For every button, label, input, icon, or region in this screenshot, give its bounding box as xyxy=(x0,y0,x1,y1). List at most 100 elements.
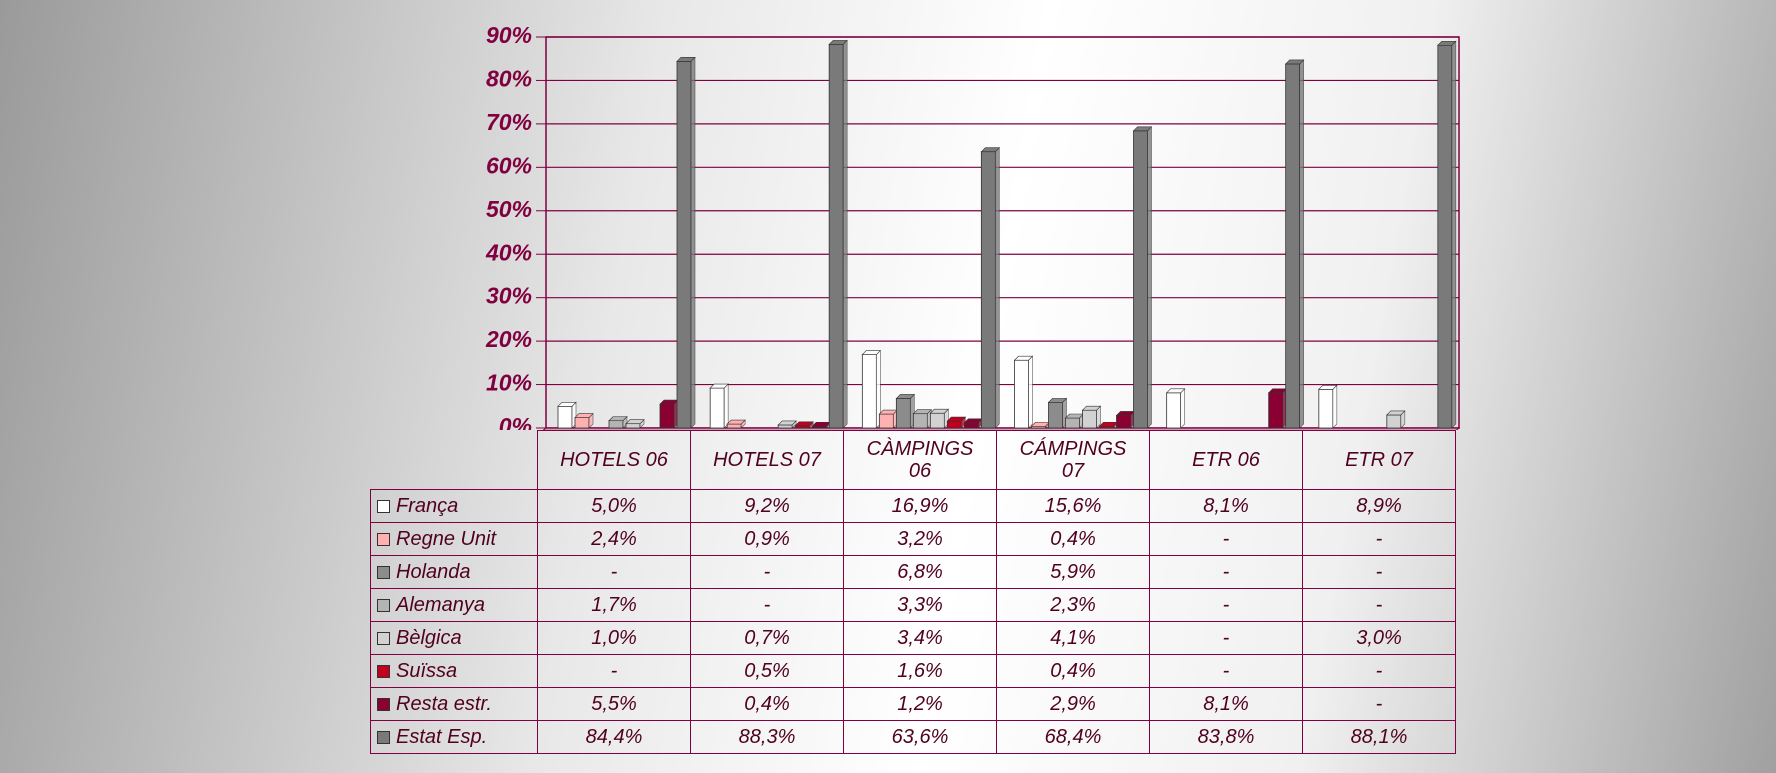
bar-top xyxy=(1437,40,1457,46)
value-cell: 9,2% xyxy=(690,489,844,523)
bar xyxy=(777,424,793,429)
corner xyxy=(371,431,538,490)
value-cell: 2,9% xyxy=(996,687,1150,721)
y-tick-label: 10% xyxy=(486,370,532,396)
legend-cell: Holanda xyxy=(370,555,538,589)
bar-side xyxy=(1451,40,1457,429)
category-label: CÀMPINGS 06 xyxy=(866,437,974,482)
legend-label: Regne Unit xyxy=(396,527,497,550)
value-cell: 5,0% xyxy=(537,489,691,523)
value-cell: - xyxy=(1302,654,1456,688)
legend-swatch xyxy=(377,499,390,513)
value-cell: 1,6% xyxy=(843,654,997,688)
bar xyxy=(980,151,996,429)
bar-top xyxy=(929,408,950,414)
legend-label: Suïssa xyxy=(396,659,458,682)
bar-side xyxy=(690,56,696,429)
bar-side xyxy=(842,39,848,429)
value-cell: 1,0% xyxy=(537,621,691,655)
bar xyxy=(625,423,641,429)
bar xyxy=(1048,401,1063,429)
category-cell: CÁMPINGS 07 xyxy=(996,430,1150,490)
value-cell: 3,3% xyxy=(843,588,997,622)
bar xyxy=(946,420,962,429)
legend-cell: França xyxy=(370,489,538,523)
y-tick-label: 20% xyxy=(485,326,532,352)
bar xyxy=(878,413,894,429)
value-cell: - xyxy=(1302,522,1456,556)
legend-cell: Regne Unit xyxy=(370,522,538,556)
value-cell: 6,8% xyxy=(843,555,997,589)
y-tick-label: 40% xyxy=(485,239,532,265)
bar-top xyxy=(1386,410,1406,416)
bar-top xyxy=(608,416,628,421)
value-cell: 3,0% xyxy=(1302,621,1456,655)
value-cell: 3,2% xyxy=(843,522,997,556)
legend-swatch xyxy=(377,664,390,678)
bar xyxy=(659,403,675,429)
value-cell: 63,6% xyxy=(843,720,997,754)
data-table: HOTELS 06 HOTELS 07 CÀMPINGS 06 CÁMPINGS 07… xyxy=(370,430,1456,754)
bar-top xyxy=(895,394,916,399)
legend-label: França xyxy=(396,494,459,517)
value-cell: 0,4% xyxy=(690,687,844,721)
bar-top xyxy=(557,401,577,407)
data-row: Regne Unit 2,4% 0,9% 3,2% 0,4% - - xyxy=(370,522,1456,556)
value-cell: - xyxy=(690,588,844,622)
y-tick-label: 90% xyxy=(486,22,532,48)
legend-swatch xyxy=(377,730,390,744)
data-row: Estat Esp. 84,4% 88,3% 63,6% 68,4% 83,8% 88,1% xyxy=(370,720,1456,754)
bar xyxy=(1268,392,1284,429)
bar xyxy=(726,423,742,429)
value-cell: 88,3% xyxy=(690,720,844,754)
value-cell: - xyxy=(1302,555,1456,589)
bar-side xyxy=(1147,126,1152,429)
bar xyxy=(963,422,979,429)
bar xyxy=(929,412,945,429)
bar-side xyxy=(995,146,1000,429)
value-cell: 3,4% xyxy=(843,621,997,655)
bar xyxy=(1166,392,1182,429)
legend-swatch xyxy=(377,598,390,612)
bar-side xyxy=(1299,59,1304,429)
y-tick-label: 80% xyxy=(486,66,532,92)
category-label: HOTELS 07 xyxy=(713,448,821,471)
bar-top xyxy=(1081,405,1102,411)
bar-top xyxy=(574,413,594,418)
bar xyxy=(574,417,590,429)
value-cell: 2,4% xyxy=(537,522,691,556)
value-cell: - xyxy=(1149,654,1303,688)
y-tick-label: 70% xyxy=(486,109,532,135)
value-cell: 0,5% xyxy=(690,654,844,688)
data-row: Alemanya 1,7% -3,3% 2,3% - - xyxy=(370,588,1456,622)
value-cell: 84,4% xyxy=(537,720,691,754)
legend-cell: Resta estr. xyxy=(370,687,538,721)
value-cell: - xyxy=(1149,522,1303,556)
bar xyxy=(1285,63,1301,429)
bar-top xyxy=(625,419,645,424)
bar-top xyxy=(709,383,729,389)
y-tick-label: 30% xyxy=(486,283,532,309)
bar xyxy=(1437,44,1453,429)
bar xyxy=(1082,409,1097,429)
bar-top xyxy=(980,147,1001,152)
bar-top xyxy=(726,419,746,425)
legend-label: Alemanya xyxy=(396,593,485,616)
legend-cell: Alemanya xyxy=(370,588,538,622)
value-cell: - xyxy=(690,555,844,589)
bar-side xyxy=(723,383,729,429)
value-cell: 15,6% xyxy=(996,489,1150,523)
value-cell: 2,3% xyxy=(996,588,1150,622)
value-cell: 0,7% xyxy=(690,621,844,655)
legend-swatch xyxy=(377,565,390,579)
value-cell: - xyxy=(1149,588,1303,622)
bar xyxy=(709,387,725,429)
bar xyxy=(1318,388,1334,429)
bar xyxy=(608,420,624,429)
category-label: ETR 07 xyxy=(1345,448,1413,471)
data-row: Bèlgica 1,0% 0,7% 3,4% 4,1% -3,0% xyxy=(370,621,1456,655)
legend-label: Holanda xyxy=(396,560,471,583)
legend-cell: Suïssa xyxy=(370,654,538,688)
bar xyxy=(1133,130,1148,429)
